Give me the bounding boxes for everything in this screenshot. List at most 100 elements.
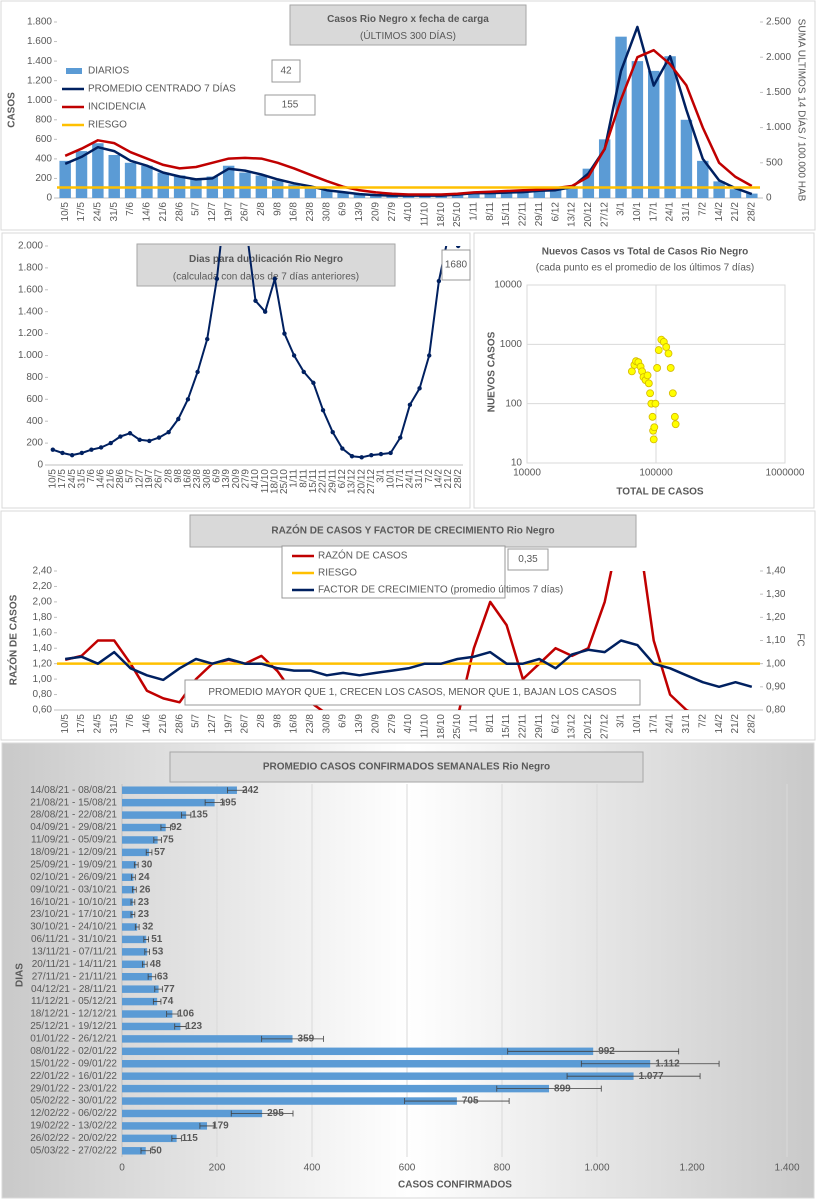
point (282, 331, 287, 336)
bar (321, 190, 333, 198)
error-bar (134, 923, 140, 930)
bar (680, 119, 693, 198)
error-bar (166, 1011, 179, 1018)
error-bar (180, 812, 192, 819)
error-bar (261, 1035, 324, 1042)
value-label: 899 (554, 1083, 571, 1094)
point (349, 454, 355, 459)
y-tick-label: 27/11/21 - 21/11/21 (32, 971, 118, 982)
x-tick-label: 25/10 (452, 202, 463, 227)
point (156, 435, 162, 440)
y-tick-label: 21/08/21 - 15/08/21 (30, 797, 117, 808)
x-tick-label: 23/8 (305, 714, 316, 734)
y-tick-label: 29/01/22 - 23/01/22 (30, 1083, 117, 1094)
point (69, 452, 75, 458)
point (205, 336, 210, 342)
y2-tick-label: 1,30 (766, 589, 786, 600)
bar (122, 811, 187, 819)
chart-subtitle: (cada punto es el promedio de los último… (536, 263, 754, 274)
y-tick-label: 02/10/21 - 26/09/21 (30, 872, 117, 883)
bar (370, 195, 382, 198)
x-tick-label: 8/11 (485, 202, 496, 221)
value-label: 179 (212, 1121, 229, 1132)
x-tick-label: 13/12 (567, 714, 578, 739)
x-tick-label: 27/12 (599, 714, 610, 739)
error-bar (404, 1098, 510, 1105)
x-tick-label: 23/8 (192, 469, 203, 489)
x-tick-label: 31/5 (109, 714, 120, 734)
x-tick-label: 24/1 (665, 714, 676, 734)
bar (122, 997, 158, 1006)
bar (239, 172, 251, 198)
x-tick-label: 8/11 (485, 714, 496, 733)
chart-title: Casos Rio Negro x fecha de carga (327, 14, 489, 25)
x-tick-label: 20/12 (583, 202, 594, 227)
bar (288, 184, 300, 198)
value-label: 23 (138, 909, 150, 920)
point (253, 298, 258, 303)
point (668, 389, 677, 398)
point (291, 353, 297, 358)
x-tick-label: 7/2 (697, 714, 708, 728)
x-tick-label: 27/12 (366, 469, 377, 494)
y-tick-label: 04/12/21 - 28/11/21 (31, 984, 117, 995)
x-tick-label: 13/12 (567, 202, 578, 227)
y-tick-label: 26/02/22 - 20/02/22 (30, 1133, 117, 1144)
error-bar (227, 787, 247, 794)
bar (122, 1109, 263, 1118)
x-tick-label: 26/7 (154, 469, 165, 489)
y-tick-label: 15/01/22 - 09/01/22 (30, 1058, 117, 1069)
bar (122, 873, 134, 881)
point (137, 437, 142, 443)
x-tick-label: 5/7 (125, 469, 136, 483)
y2-tick-label: 2.500 (766, 17, 791, 28)
x-tick-label: 3/1 (616, 714, 627, 728)
point (176, 416, 181, 422)
bar (122, 1047, 594, 1056)
x-tick-label: 24/1 (405, 469, 416, 489)
x-tick-label: 17/1 (648, 202, 659, 222)
y2-axis-title: FC (794, 633, 805, 646)
x-tick-label: 21/2 (730, 202, 741, 222)
legend-label: RIESGO (88, 120, 127, 131)
value-label: 74 (162, 996, 174, 1007)
x-tick-label: 800 (494, 1163, 511, 1174)
x-tick-label: 21/6 (158, 714, 169, 734)
legend-label: RIESGO (318, 568, 357, 579)
title-box (289, 4, 527, 46)
point (378, 451, 384, 457)
bar (533, 190, 546, 198)
y-tick-label: 11/12/21 - 05/12/21 (31, 996, 117, 1007)
y-tick-label: 800 (35, 114, 52, 125)
panel (1, 742, 815, 1199)
chart-subtitle: (ÚLTIMOS 300 DÍAS) (360, 29, 456, 42)
point (650, 423, 659, 432)
x-tick-label: 7/2 (424, 469, 435, 483)
y-tick-label: 1,00 (33, 674, 53, 685)
plot-area (57, 571, 760, 710)
x-tick-label: 5/7 (191, 202, 202, 216)
point (50, 447, 56, 452)
value-label: 26 (139, 884, 151, 895)
y-tick-label: 1,20 (33, 658, 53, 669)
plot-area (57, 25, 760, 198)
point (108, 440, 113, 446)
x-tick-label: 12/7 (134, 469, 145, 489)
y2-tick-label: 2.000 (766, 52, 791, 63)
x-tick-label: 22/11 (518, 202, 529, 227)
x-tick-label: 6/9 (338, 714, 349, 728)
bar (122, 1097, 457, 1105)
y-tick-label: 18/09/21 - 12/09/21 (30, 847, 117, 858)
x-tick-label: 21/2 (443, 469, 454, 489)
bar (517, 191, 529, 198)
x-tick-label: 20/12 (356, 469, 367, 494)
legend-label: INCIDENCIA (88, 102, 146, 113)
x-tick-label: 1000000 (766, 468, 805, 479)
x-tick-label: 7/2 (697, 202, 708, 216)
y2-tick-label: 1,00 (766, 658, 786, 669)
x-tick-label: 600 (399, 1163, 416, 1174)
x-tick-label: 14/2 (434, 469, 445, 489)
bar (92, 143, 104, 198)
point (166, 429, 171, 435)
